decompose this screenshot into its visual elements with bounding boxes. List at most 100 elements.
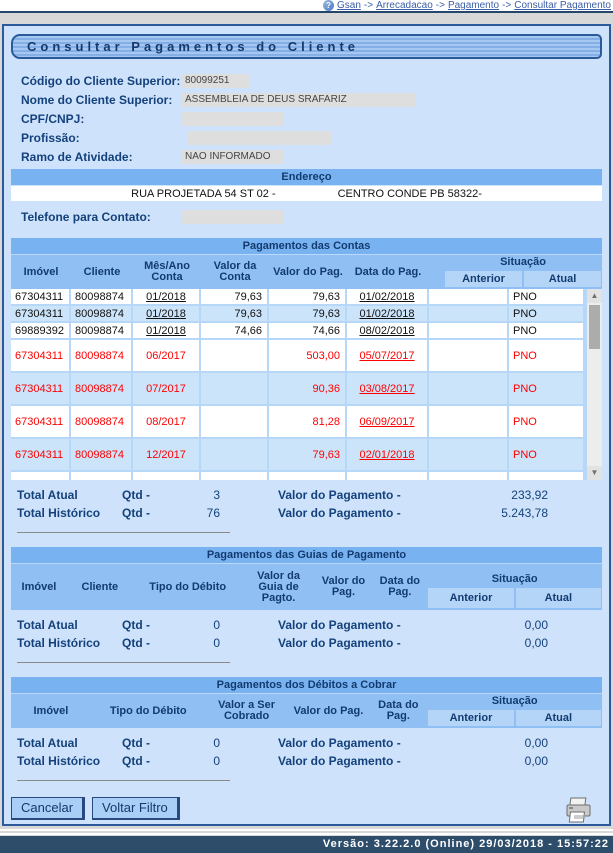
contas-rows: 67304311 80098874 01/2018 79,63 79,63 01…	[11, 289, 585, 480]
valor-pagamento-label: Valor do Pagamento -	[278, 636, 401, 650]
scrollbar-thumb[interactable]	[589, 305, 600, 349]
cell-imovel: 67304311	[11, 306, 71, 321]
codigo-cliente-field: 80099251	[182, 73, 249, 88]
cancel-button[interactable]: Cancelar	[11, 797, 86, 820]
cell-mes-ano: 08/2017	[133, 406, 201, 437]
cell-data-pag-link[interactable]: 01/02/2018	[347, 289, 429, 304]
total-atual-label: Total Atual	[17, 488, 78, 502]
cell-mes-ano-link[interactable]: 01/2018	[133, 289, 201, 304]
total-historico-valor: 0,00	[524, 636, 548, 650]
debitos-col-valor-pag: Valor do Pag.	[293, 704, 364, 717]
cell-situacao-atual: PNO	[509, 289, 585, 304]
guias-column-header: Imóvel Cliente Tipo do Débito Valor da G…	[11, 564, 602, 610]
cell-data-pag-link[interactable]: 08/02/2018	[347, 323, 429, 338]
cell-data-pag-link[interactable]: 03/08/2017	[347, 373, 429, 404]
table-row-partial: 67304311 80098874	[11, 472, 585, 480]
total-atual-valor: 233,92	[511, 488, 548, 502]
valor-pagamento-label: Valor do Pagamento -	[278, 754, 401, 768]
ramo-atividade-label: Ramo de Atividade:	[21, 149, 133, 164]
cell-mes-ano-link[interactable]: 01/2018	[133, 323, 201, 338]
cell-cliente: 80098874	[71, 323, 133, 338]
cell-data-pag-link[interactable]: 06/09/2017	[347, 406, 429, 437]
breadcrumb-link-consultar-pagamento[interactable]: Consultar Pagamento	[514, 0, 611, 11]
guias-col-atual: Atual	[515, 588, 602, 608]
cell-valor-pag: 79,63	[269, 306, 347, 321]
cell-data-pag-link[interactable]: 02/01/2018	[347, 439, 429, 470]
divider	[17, 662, 230, 663]
cell-data-pag-link[interactable]: 01/02/2018	[347, 306, 429, 321]
scroll-up-icon[interactable]: ▲	[587, 289, 602, 303]
guias-col-cliente: Cliente	[81, 580, 119, 593]
debitos-totals: Total Atual Qtd - 0 Valor do Pagamento -…	[11, 728, 602, 770]
cell-situacao-atual: PNO	[509, 340, 585, 371]
table-row: 67304311 80098874 06/2017 503,00 05/07/2…	[11, 340, 585, 373]
endereco-bairro-cidade: CENTRO CONDE PB 58322-	[337, 187, 482, 200]
total-atual-valor: 0,00	[524, 618, 548, 632]
guias-col-valor-guia: Valor da Guia de Pagto.	[257, 569, 300, 604]
total-historico-valor: 0,00	[524, 754, 548, 768]
cell-data-pag	[347, 472, 429, 480]
guias-col-tipo-debito: Tipo do Débito	[149, 580, 227, 593]
breadcrumb-link-arrecadacao[interactable]: Arrecadacao	[376, 0, 433, 11]
nome-cliente-field: ASSEMBLEIA DE DEUS SRAFARIZ	[182, 92, 416, 107]
cell-cliente: 80098874	[71, 306, 133, 321]
table-row: 69889392 80098874 01/2018 74,66 74,66 08…	[11, 323, 585, 340]
total-atual-qtd: 3	[213, 488, 220, 502]
debitos-col-imovel: Imóvel	[33, 704, 69, 717]
cpf-cnpj-field	[182, 111, 284, 126]
guias-col-valor-pag: Valor do Pag.	[321, 575, 366, 598]
profissao-field	[188, 130, 331, 145]
debitos-col-atual: Atual	[515, 710, 602, 726]
total-atual-label: Total Atual	[17, 618, 78, 632]
debitos-col-anterior: Anterior	[428, 710, 514, 726]
contas-section-title: Pagamentos das Contas	[11, 238, 602, 255]
breadcrumb-link-gsan[interactable]: Gsan	[336, 0, 361, 11]
telefone-field	[182, 209, 284, 224]
endereco-header: Endereço	[11, 169, 602, 185]
cell-imovel: 69889392	[11, 323, 71, 338]
contas-scrollbar[interactable]: ▲ ▼	[585, 289, 602, 480]
qtd-label: Qtd -	[122, 618, 150, 632]
codigo-cliente-label: Código do Cliente Superior:	[21, 73, 181, 88]
cell-imovel: 67304311	[11, 439, 71, 470]
total-historico-valor: 5.243,78	[501, 506, 548, 520]
page-title-bar: Consultar Pagamentos do Cliente	[11, 34, 602, 59]
contas-col-valor-pag: Valor do Pag.	[273, 265, 343, 278]
qtd-label: Qtd -	[122, 506, 150, 520]
valor-pagamento-label: Valor do Pagamento -	[278, 736, 401, 750]
breadcrumb-separator: ->	[363, 0, 374, 11]
valor-pagamento-label: Valor do Pagamento -	[278, 506, 401, 520]
telefone-label: Telefone para Contato:	[21, 209, 151, 224]
contas-situacao-block: Situação Anterior Atual	[444, 255, 602, 289]
print-icon[interactable]	[564, 797, 594, 824]
contas-col-mes-ano: Mês/Ano Conta	[144, 260, 190, 283]
contas-col-data-pag: Data do Pag.	[354, 265, 422, 278]
scroll-down-icon[interactable]: ▼	[587, 466, 602, 480]
debitos-column-header: Imóvel Tipo do Débito Valor a Ser Cobrad…	[11, 694, 602, 728]
footer-separator	[0, 826, 613, 836]
help-icon[interactable]: ?	[322, 0, 334, 11]
voltar-filtro-button[interactable]: Voltar Filtro	[92, 797, 180, 820]
total-historico-label: Total Histórico	[17, 506, 101, 520]
total-historico-label: Total Histórico	[17, 636, 101, 650]
guias-col-data-pag: Data do Pag.	[379, 575, 421, 598]
cell-data-pag-link[interactable]: 05/07/2017	[347, 340, 429, 371]
profissao-label: Profissão:	[21, 130, 80, 145]
cell-imovel: 67304311	[11, 373, 71, 404]
cell-mes-ano-link[interactable]: 01/2018	[133, 306, 201, 321]
cell-valor-pag	[269, 472, 347, 480]
contas-col-valor-conta: Valor da Conta	[213, 260, 257, 283]
cell-situacao-anterior	[429, 323, 509, 338]
contas-totals: Total Atual Qtd - 3 Valor do Pagamento -…	[11, 480, 602, 522]
breadcrumb-link-pagamento[interactable]: Pagamento	[447, 0, 500, 11]
debitos-situacao-block: Situação Anterior Atual	[427, 694, 602, 728]
table-row: 67304311 80098874 07/2017 90,36 03/08/20…	[11, 373, 585, 406]
cell-mes-ano: 12/2017	[133, 439, 201, 470]
cell-mes-ano	[133, 472, 201, 480]
guias-totals: Total Atual Qtd - 0 Valor do Pagamento -…	[11, 610, 602, 652]
cell-situacao-atual: PNO	[509, 323, 585, 338]
section-pagamentos-guias: Pagamentos das Guias de Pagamento Imóvel…	[11, 547, 602, 663]
section-pagamentos-debitos: Pagamentos dos Débitos a Cobrar Imóvel T…	[11, 677, 602, 781]
total-atual-qtd: 0	[213, 736, 220, 750]
table-row: 67304311 80098874 08/2017 81,28 06/09/20…	[11, 406, 585, 439]
